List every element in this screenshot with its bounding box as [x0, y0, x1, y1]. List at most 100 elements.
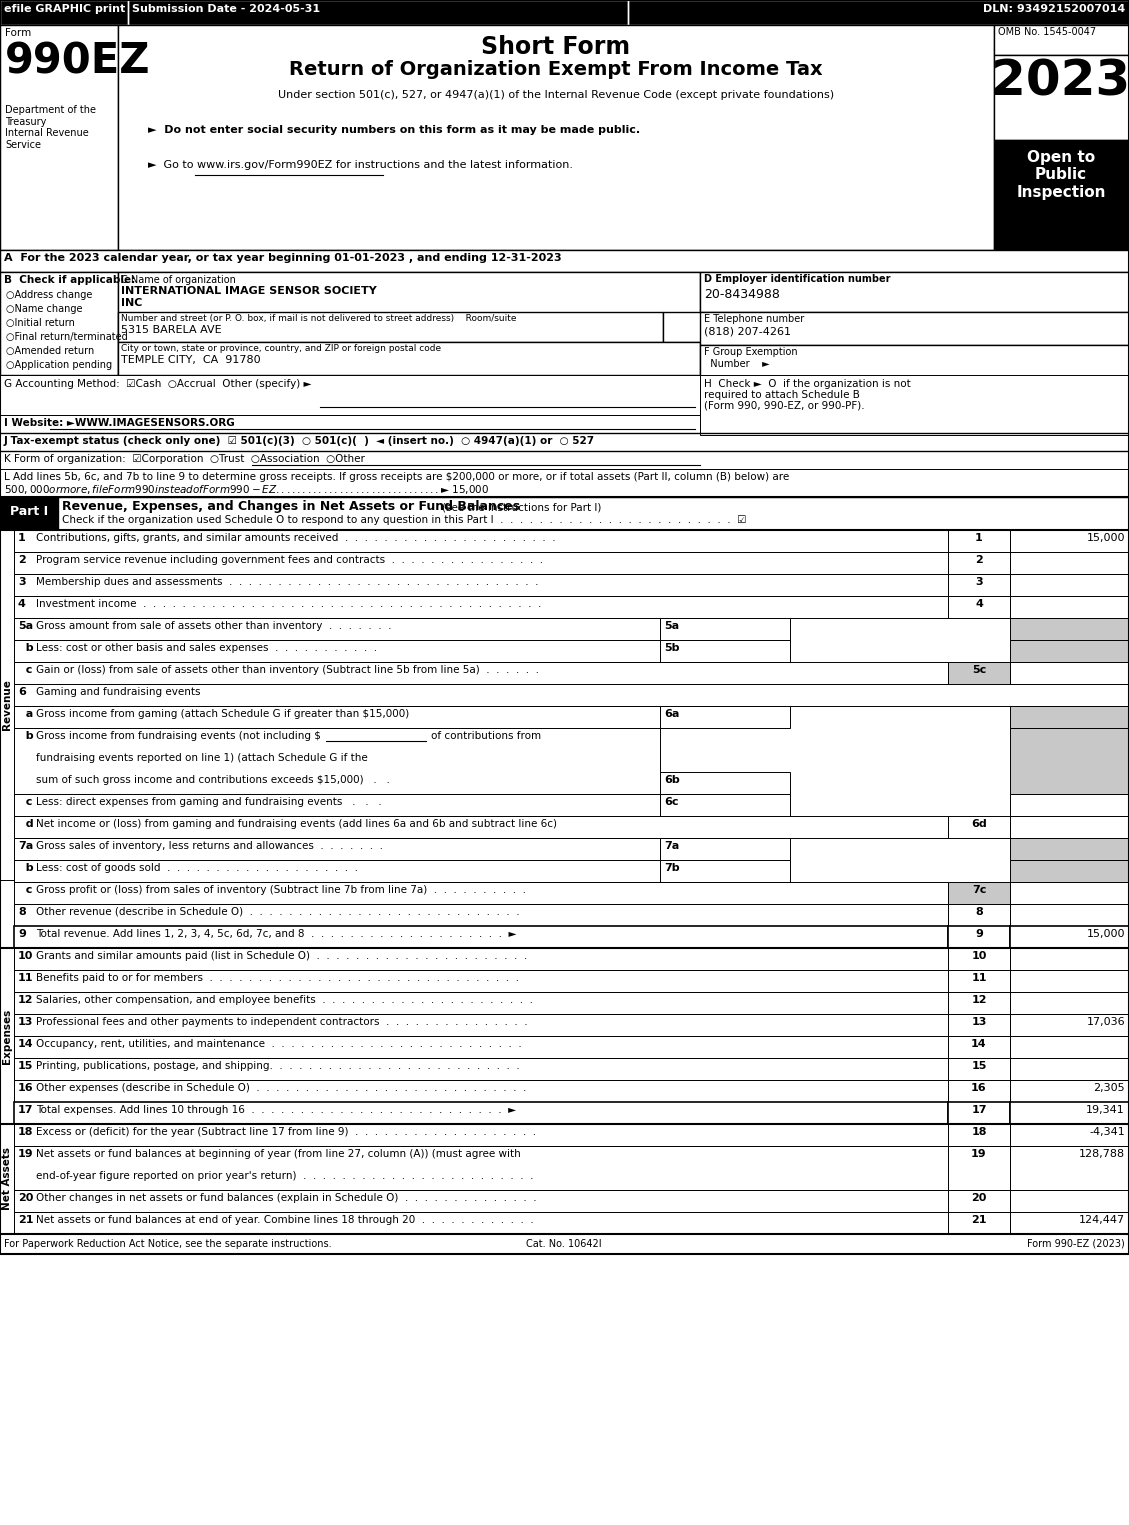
Bar	[1010, 1103, 1129, 1124]
Text: sum of such gross income and contributions exceeds $15,000)   .   .: sum of such gross income and contributio…	[36, 775, 390, 785]
Text: $500,000 or more, file Form 990 instead of Form 990-EZ  .  .  .  .  .  .  .  .  : $500,000 or more, file Form 990 instead …	[5, 483, 489, 496]
Text: Less: cost or other basis and sales expenses  .  .  .  .  .  .  .  .  .  .  .: Less: cost or other basis and sales expe…	[36, 644, 377, 653]
Text: 17: 17	[18, 1106, 34, 1115]
Bar	[948, 991, 1010, 1014]
Text: Total expenses. Add lines 10 through 16  .  .  .  .  .  .  .  .  .  .  .  .  .  : Total expenses. Add lines 10 through 16 …	[36, 1106, 516, 1115]
Text: d: d	[18, 819, 34, 830]
Text: Gross amount from sale of assets other than inventory  .  .  .  .  .  .  .: Gross amount from sale of assets other t…	[36, 621, 392, 631]
Bar	[14, 552, 948, 573]
Text: Submission Date - 2024-05-31: Submission Date - 2024-05-31	[132, 5, 321, 14]
Text: INC: INC	[121, 297, 142, 308]
Bar	[700, 345, 1129, 378]
Text: 18: 18	[971, 1127, 987, 1138]
Bar	[1010, 816, 1129, 839]
Text: Occupancy, rent, utilities, and maintenance  .  .  .  .  .  .  .  .  .  .  .  . : Occupancy, rent, utilities, and maintena…	[36, 1039, 522, 1049]
Text: 13: 13	[971, 1017, 987, 1026]
Text: 7a: 7a	[664, 840, 680, 851]
Text: A  For the 2023 calendar year, or tax year beginning 01-01-2023 , and ending 12-: A For the 2023 calendar year, or tax yea…	[5, 253, 561, 262]
Bar	[660, 706, 790, 727]
Text: TEMPLE CITY,  CA  91780: TEMPLE CITY, CA 91780	[121, 355, 261, 364]
Text: b: b	[18, 863, 34, 872]
Text: 10: 10	[18, 952, 34, 961]
Bar	[14, 573, 948, 596]
Text: fundraising events reported on line 1) (attach Schedule G if the: fundraising events reported on line 1) (…	[36, 753, 368, 762]
Bar	[0, 375, 700, 415]
Text: 2: 2	[975, 555, 983, 564]
Text: 8: 8	[975, 907, 983, 917]
Text: ○Name change: ○Name change	[6, 303, 82, 314]
Bar	[948, 573, 1010, 596]
Bar	[948, 1190, 1010, 1212]
Bar	[660, 618, 790, 640]
Text: 16: 16	[18, 1083, 34, 1093]
Text: 5a: 5a	[18, 621, 33, 631]
Text: 2,305: 2,305	[1093, 1083, 1124, 1093]
Bar	[119, 342, 700, 375]
Bar	[948, 816, 1010, 839]
Text: 7a: 7a	[18, 840, 33, 851]
Bar	[700, 313, 1129, 345]
Bar	[0, 24, 119, 250]
Bar	[14, 618, 660, 640]
Text: 19: 19	[18, 1148, 34, 1159]
Text: Program service revenue including government fees and contracts  .  .  .  .  .  : Program service revenue including govern…	[36, 555, 543, 564]
Bar	[994, 140, 1129, 250]
Bar	[14, 949, 948, 970]
Text: Less: direct expenses from gaming and fundraising events   .   .   .: Less: direct expenses from gaming and fu…	[36, 798, 382, 807]
Text: of contributions from: of contributions from	[431, 730, 541, 741]
Bar	[1010, 1124, 1129, 1145]
Bar	[14, 531, 948, 552]
Text: Part I: Part I	[10, 505, 49, 518]
Text: ○Initial return: ○Initial return	[6, 319, 75, 328]
Text: 4: 4	[975, 599, 983, 608]
Text: I Website: ►WWW.IMAGESENSORS.ORG: I Website: ►WWW.IMAGESENSORS.ORG	[5, 418, 235, 429]
Text: Gross income from gaming (attach Schedule G if greater than $15,000): Gross income from gaming (attach Schedul…	[36, 709, 409, 718]
Text: 1: 1	[975, 534, 983, 543]
Text: 19,341: 19,341	[1086, 1106, 1124, 1115]
Text: Number and street (or P. O. box, if mail is not delivered to street address)    : Number and street (or P. O. box, if mail…	[121, 314, 516, 323]
Bar	[14, 1080, 948, 1103]
Bar	[948, 1014, 1010, 1035]
Text: Short Form: Short Form	[481, 35, 631, 59]
Text: 11: 11	[18, 973, 34, 984]
Bar	[14, 904, 948, 926]
Text: 8: 8	[18, 907, 26, 917]
Text: 16: 16	[971, 1083, 987, 1093]
Text: Department of the
Treasury
Internal Revenue
Service: Department of the Treasury Internal Reve…	[5, 105, 96, 149]
Bar	[1010, 573, 1129, 596]
Text: 3: 3	[18, 576, 26, 587]
Text: G Accounting Method:  ☑Cash  ○Accrual  Other (specify) ►: G Accounting Method: ☑Cash ○Accrual Othe…	[5, 380, 312, 389]
Text: 6a: 6a	[664, 709, 680, 718]
Bar	[14, 1212, 948, 1234]
Text: Benefits paid to or for members  .  .  .  .  .  .  .  .  .  .  .  .  .  .  .  . : Benefits paid to or for members . . . . …	[36, 973, 519, 984]
Text: H  Check ►  O  if the organization is not: H Check ► O if the organization is not	[704, 380, 911, 389]
Text: b: b	[18, 644, 34, 653]
Text: efile GRAPHIC print: efile GRAPHIC print	[5, 5, 125, 14]
Bar	[1010, 727, 1129, 795]
Bar	[0, 0, 1129, 1254]
Text: D Employer identification number: D Employer identification number	[704, 274, 891, 284]
Text: ►  Go to www.irs.gov/Form990EZ for instructions and the latest information.: ► Go to www.irs.gov/Form990EZ for instru…	[148, 160, 574, 169]
Text: c: c	[18, 665, 33, 676]
Text: Form 990-EZ (2023): Form 990-EZ (2023)	[1027, 1238, 1124, 1249]
Text: 12: 12	[971, 994, 987, 1005]
Text: (see the instructions for Part I): (see the instructions for Part I)	[441, 502, 602, 512]
Text: Net Assets: Net Assets	[2, 1147, 12, 1211]
Bar	[119, 24, 994, 250]
Bar	[14, 662, 948, 685]
Text: 11: 11	[971, 973, 987, 984]
Text: Other expenses (describe in Schedule O)  .  .  .  .  .  .  .  .  .  .  .  .  .  : Other expenses (describe in Schedule O) …	[36, 1083, 526, 1093]
Text: 6c: 6c	[664, 798, 679, 807]
Bar	[1010, 1058, 1129, 1080]
Text: Net income or (loss) from gaming and fundraising events (add lines 6a and 6b and: Net income or (loss) from gaming and fun…	[36, 819, 557, 830]
Bar	[1010, 552, 1129, 573]
Bar	[948, 904, 1010, 926]
Bar	[948, 1124, 1010, 1145]
Text: 6d: 6d	[971, 819, 987, 830]
Bar	[0, 1124, 14, 1234]
Text: DLN: 93492152007014: DLN: 93492152007014	[982, 5, 1124, 14]
Bar	[14, 1190, 948, 1212]
Bar	[14, 685, 1129, 706]
Text: 20: 20	[18, 1193, 34, 1203]
Bar	[1010, 991, 1129, 1014]
